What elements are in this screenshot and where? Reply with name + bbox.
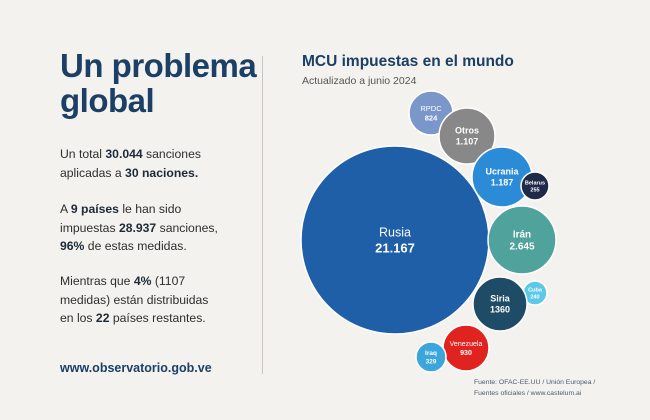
title-line-1: Un problema [60,47,257,84]
bubble-cuba-value: 240 [530,294,539,300]
text: sanciones [142,147,201,161]
text: le han sido [118,202,182,216]
bubble-belarus-name: Belarus [525,181,545,187]
bubble-iraq-value: 329 [426,358,437,365]
text: impuestas [60,220,119,235]
bubble-rusia-name: Rusia [379,225,411,239]
source-note: Fuente: OFAC-EE.UU / Unión Europea / Fue… [474,378,634,399]
highlight-percent: 96% [60,239,85,253]
source-line-1: Fuente: OFAC-EE.UU / Unión Europea / [474,379,596,386]
highlight-nations: 30 naciones. [125,165,199,180]
title-line-2: global [60,82,155,119]
bubble-siria-value: 1360 [490,305,510,315]
bubble-venezuela: Venezuela 930 [442,324,490,372]
bubble-iran-circle [487,205,557,275]
bubble-siria-name: Siria [490,294,511,304]
text: Un total [60,147,106,161]
text: aplicadas a [60,165,126,180]
left-panel: Un problema global Un total 30.044 sanci… [60,0,260,420]
divider [262,56,263,374]
bubble-otros-name: Otros [455,126,479,136]
bubble-iraq-name: Iraq [425,350,437,357]
source-line-2: Fuentes oficiales / www.castelum.ai [474,389,582,397]
highlight-sanctions: 28.937 [118,220,157,235]
text: de estas medidas. [84,239,187,253]
chart-subtitle: Actualizado a junio 2024 [302,75,417,87]
bubble-rpdc-value: 824 [425,113,438,122]
bubble-rpdc-name: RPDC [420,104,442,113]
text: (1107 [151,274,186,288]
website-link[interactable]: www.observatorio.gob.ve [60,361,212,375]
paragraph-total: Un total 30.044 sanciones aplicadas a 30… [60,145,260,182]
text: A [60,202,71,216]
bubble-siria-circle [472,276,528,332]
text: medidas) están distribuidas [60,292,209,307]
bubble-iraq-circle [415,341,447,373]
paragraph-remaining: Mientras que 4% (1107 medidas) están dis… [60,272,260,328]
highlight-percent-remaining: 4% [133,274,152,288]
bubble-ucrania-value: 1.187 [491,178,514,188]
bubble-venezuela-value: 930 [460,350,472,357]
highlight-total: 30.044 [105,147,143,161]
bubble-belarus-value: 255 [530,187,539,193]
bubble-venezuela-name: Venezuela [450,341,483,348]
bubble-iran-name: Irán [513,229,531,240]
bubble-rusia: Rusia 21.167 [300,145,490,335]
bubble-belarus-circle [520,171,550,201]
paragraph-nine-countries: A 9 países le han sido impuestas 28.937 … [60,200,260,256]
chart-title: MCU impuestas en el mundo [302,53,514,70]
bubble-iran: Irán 2.645 [487,205,557,275]
text: sanciones, [156,220,218,235]
bubble-ucrania-name: Ucrania [485,167,519,177]
text: Mientras que [60,274,134,288]
text: países restantes. [109,311,206,325]
bubble-rusia-value: 21.167 [375,241,415,256]
bubble-otros-circle [438,107,496,165]
highlight-countries: 9 países [70,202,119,216]
highlight-remaining-count: 22 [95,311,110,325]
text: en los [60,311,96,325]
page-title: Un problema global [60,47,257,119]
bubble-iran-value: 2.645 [509,242,534,253]
bubble-otros-value: 1.107 [456,137,479,147]
bubble-cuba-name: Cuba [528,288,543,294]
